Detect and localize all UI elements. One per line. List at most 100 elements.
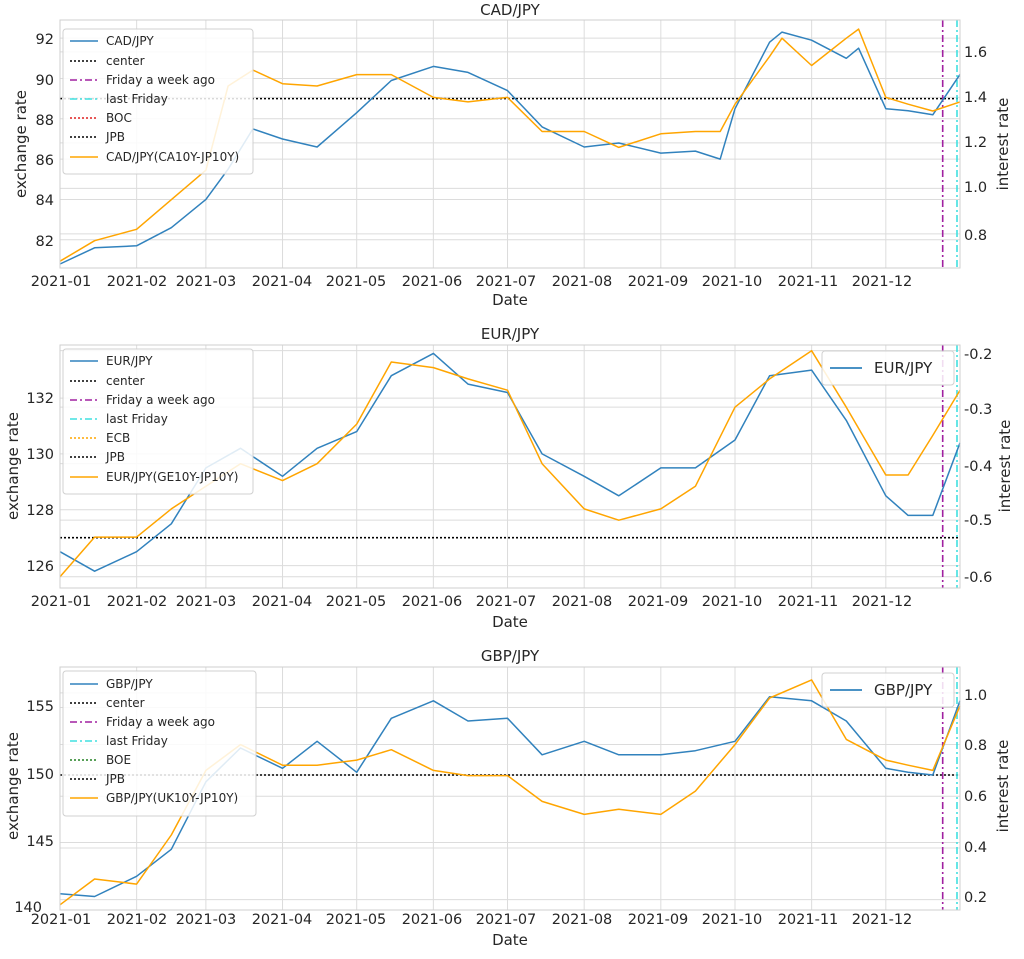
legend-box <box>821 350 955 386</box>
y-tick-label: 132 <box>26 391 54 407</box>
legend: CAD/JPY center Friday a week ago last Fr… <box>62 28 254 175</box>
legend-box <box>62 28 254 175</box>
x-tick-label: 2021-01 <box>31 912 92 928</box>
plot-frame <box>59 344 961 589</box>
legend-box <box>821 672 955 708</box>
panel-eur-jpy: EUR/JPY 126 128 130 132 exchange rate -0… <box>4 325 1014 631</box>
y-tick-label: 155 <box>26 699 54 715</box>
x-axis-label: Date <box>492 931 528 949</box>
x-axis: 2021-01 2021-02 2021-03 2021-04 2021-05 … <box>31 274 913 309</box>
y-tick-label: 88 <box>36 113 54 129</box>
y-tick-label: 90 <box>36 73 54 89</box>
y-axis-right: 0.2 0.4 0.6 0.8 1.0 interest rate <box>964 688 1012 906</box>
x-tick-label: 2021-07 <box>476 594 537 610</box>
x-tick-label: 2021-06 <box>402 594 463 610</box>
legend-label: center <box>106 696 145 710</box>
y-axis-left: 126 128 130 132 exchange rate <box>4 391 54 575</box>
chart-title: CAD/JPY <box>480 1 540 19</box>
x-axis-label: Date <box>492 613 528 631</box>
panel-cad-jpy: CAD/JPY 82 84 86 88 90 92 exchange rate … <box>12 1 1012 309</box>
legend-label: last Friday <box>106 412 168 426</box>
legend-label: JPB <box>105 450 125 464</box>
legend-label: ECB <box>106 431 130 445</box>
legend-label: GBP/JPY(UK10Y-JP10Y) <box>106 791 238 805</box>
legend-label: Friday a week ago <box>106 393 215 407</box>
y2-axis-label: interest rate <box>994 740 1012 833</box>
x-tick-label: 2021-04 <box>252 274 313 290</box>
y2-axis-label: interest rate <box>996 420 1014 513</box>
y-tick-label: 86 <box>36 153 54 169</box>
y-tick-label: 92 <box>36 32 54 48</box>
legend-label: last Friday <box>106 734 168 748</box>
legend-label: CAD/JPY(CA10Y-JP10Y) <box>106 150 239 164</box>
x-tick-label: 2021-04 <box>252 594 313 610</box>
y-axis-right: -0.6 -0.5 -0.4 -0.3 -0.2 interest rate <box>964 347 1014 586</box>
y2-tick-label: -0.3 <box>964 402 992 418</box>
plot-frame <box>59 666 961 911</box>
x-tick-label: 2021-06 <box>402 274 463 290</box>
y2-tick-label: 1.0 <box>964 180 987 196</box>
x-tick-label: 2021-02 <box>107 912 168 928</box>
y-tick-label: 82 <box>36 234 54 250</box>
x-tick-label: 2021-03 <box>176 912 237 928</box>
x-tick-label: 2021-08 <box>552 274 613 290</box>
y-tick-label: 128 <box>26 503 54 519</box>
y-tick-label: 140 <box>14 900 42 916</box>
y-axis-left: 82 84 86 88 90 92 exchange rate <box>12 32 54 250</box>
legend-box <box>62 670 257 817</box>
chart-title: EUR/JPY <box>481 325 540 343</box>
x-tick-label: 2021-12 <box>852 594 913 610</box>
y2-tick-label: 0.6 <box>964 789 987 805</box>
legend-label: CAD/JPY <box>106 34 154 48</box>
x-tick-label: 2021-06 <box>402 912 463 928</box>
y2-tick-label: -0.4 <box>964 459 992 475</box>
legend-label: Friday a week ago <box>106 73 215 87</box>
y2-tick-label: -0.5 <box>964 513 992 529</box>
legend: EUR/JPY center Friday a week ago last Fr… <box>62 348 254 495</box>
panel-gbp-jpy: GBP/JPY 140 145 150 155 exchange rate 0.… <box>4 647 1012 949</box>
x-tick-label: 2021-11 <box>778 594 839 610</box>
x-tick-label: 2021-02 <box>107 274 168 290</box>
x-tick-label: 2021-12 <box>852 912 913 928</box>
y2-tick-label: 1.6 <box>964 45 987 61</box>
x-tick-label: 2021-12 <box>852 274 913 290</box>
chart-title: GBP/JPY <box>481 647 540 665</box>
y2-tick-label: 0.2 <box>964 890 987 906</box>
legend-label: BOC <box>106 111 132 125</box>
x-tick-label: 2021-01 <box>31 594 92 610</box>
legend-label: JPB <box>105 772 125 786</box>
y-axis-label: exchange rate <box>4 412 22 520</box>
x-tick-label: 2021-10 <box>702 594 763 610</box>
x-tick-label: 2021-07 <box>476 912 537 928</box>
x-tick-label: 2021-08 <box>552 912 613 928</box>
y2-tick-label: 0.8 <box>964 228 987 244</box>
legend-label: BOE <box>106 753 131 767</box>
x-tick-label: 2021-05 <box>326 594 387 610</box>
y2-tick-label: -0.2 <box>964 347 992 363</box>
x-tick-label: 2021-11 <box>778 274 839 290</box>
legend-label: EUR/JPY <box>106 354 153 368</box>
x-tick-label: 2021-05 <box>326 274 387 290</box>
x-tick-label: 2021-09 <box>628 594 689 610</box>
x-tick-label: 2021-10 <box>702 912 763 928</box>
y2-tick-label: -0.6 <box>964 570 992 586</box>
legend-label: GBP/JPY <box>106 677 153 691</box>
legend-label: GBP/JPY <box>874 681 933 699</box>
x-tick-label: 2021-08 <box>552 594 613 610</box>
y2-tick-label: 0.8 <box>964 738 987 754</box>
x-tick-label: 2021-07 <box>476 274 537 290</box>
y2-tick-label: 0.4 <box>964 840 987 856</box>
x-tick-label: 2021-09 <box>628 274 689 290</box>
x-tick-label: 2021-01 <box>31 274 92 290</box>
legend-label: JPB <box>105 130 125 144</box>
legend-label: EUR/JPY <box>874 359 933 377</box>
x-axis-label: Date <box>492 291 528 309</box>
secondary-legend: EUR/JPY <box>821 350 955 386</box>
x-tick-label: 2021-05 <box>326 912 387 928</box>
y2-tick-label: 1.2 <box>964 135 987 151</box>
legend-label: last Friday <box>106 92 168 106</box>
secondary-legend: GBP/JPY <box>821 672 955 708</box>
legend-box <box>62 348 254 495</box>
x-tick-label: 2021-03 <box>176 274 237 290</box>
